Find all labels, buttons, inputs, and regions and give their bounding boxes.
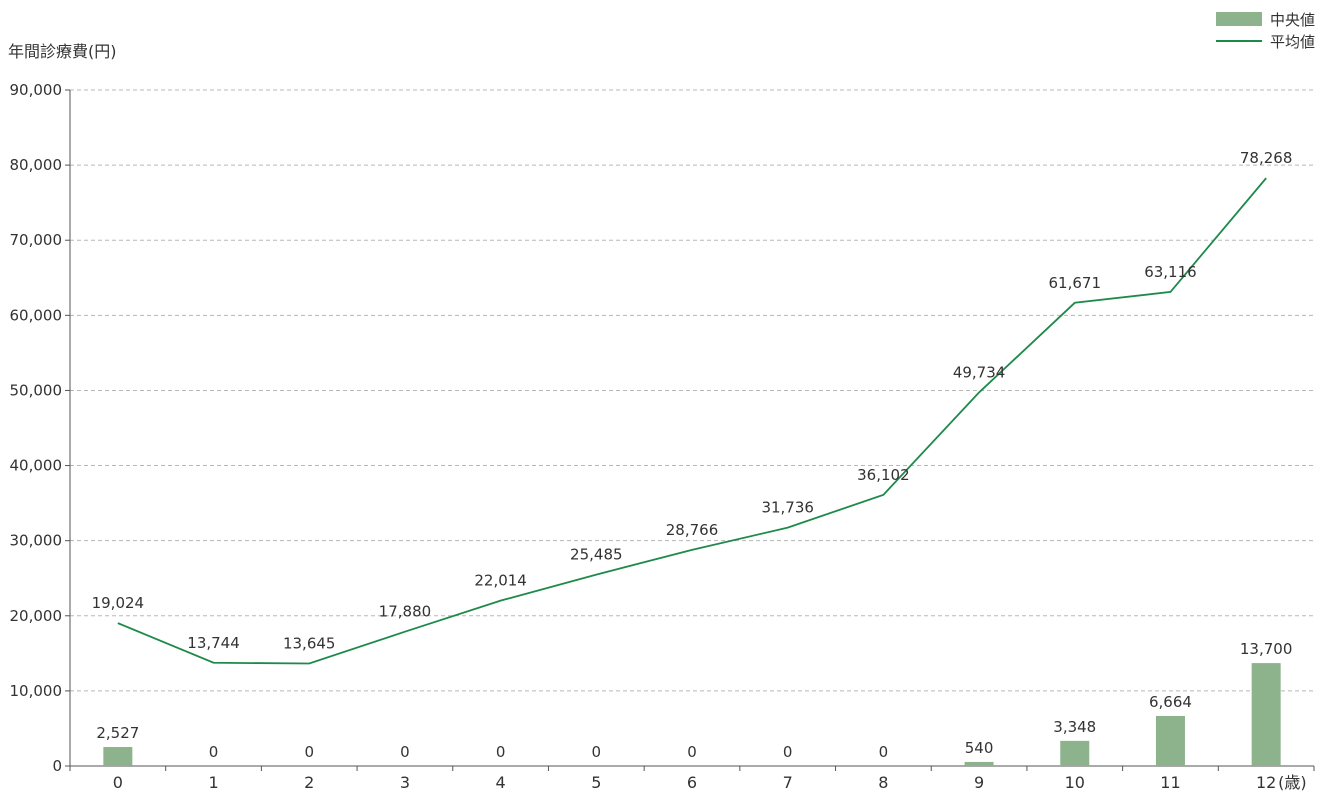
line-data-label: 78,268 [1240, 149, 1293, 167]
bar-data-label: 13,700 [1240, 640, 1293, 658]
bar-data-label: 0 [687, 743, 697, 761]
legend-item-mean: 平均値 [1215, 30, 1315, 52]
y-tick-label: 50,000 [10, 381, 63, 399]
line-data-label: 13,744 [187, 634, 240, 652]
bar-data-label: 6,664 [1149, 693, 1192, 711]
legend: 中央値 平均値 [1215, 8, 1315, 52]
x-tick-label: 9 [974, 773, 984, 792]
bar-median [964, 761, 994, 766]
line-data-label: 25,485 [570, 546, 623, 564]
bar-median [103, 747, 133, 766]
line-data-label: 49,734 [953, 363, 1006, 381]
bar-data-label: 3,348 [1053, 718, 1096, 736]
bar-median [1251, 663, 1281, 766]
bar-data-label: 0 [496, 743, 506, 761]
x-tick-label: 11 [1160, 773, 1180, 792]
y-tick-label: 30,000 [10, 532, 63, 550]
x-tick-label: 7 [783, 773, 793, 792]
x-axis-unit: (歳) [1278, 773, 1307, 792]
x-tick-label: 5 [591, 773, 601, 792]
y-tick-label: 40,000 [10, 457, 63, 475]
x-tick-label: 2 [304, 773, 314, 792]
legend-bar-swatch [1215, 12, 1262, 26]
line-data-label: 22,014 [474, 572, 527, 590]
y-tick-label: 10,000 [10, 682, 63, 700]
line-data-label: 19,024 [92, 594, 145, 612]
y-tick-label: 70,000 [10, 231, 63, 249]
x-tick-label: 8 [878, 773, 888, 792]
y-tick-label: 0 [52, 757, 62, 775]
x-tick-label: 1 [208, 773, 218, 792]
x-tick-label: 4 [496, 773, 506, 792]
y-tick-label: 60,000 [10, 306, 63, 324]
bar-data-label: 2,527 [96, 724, 139, 742]
bar-data-label: 0 [783, 743, 793, 761]
legend-line-swatch [1215, 40, 1262, 42]
bar-median [1155, 715, 1185, 766]
x-tick-label: 12 [1256, 773, 1276, 792]
bar-data-label: 0 [400, 743, 410, 761]
line-data-label: 63,116 [1144, 263, 1197, 281]
x-tick-label: 3 [400, 773, 410, 792]
bar-data-label: 0 [879, 743, 889, 761]
line-data-label: 17,880 [379, 603, 432, 621]
bar-data-label: 0 [304, 743, 314, 761]
y-tick-label: 80,000 [10, 156, 63, 174]
legend-label-mean: 平均値 [1269, 32, 1315, 51]
legend-item-median: 中央値 [1215, 8, 1315, 30]
y-tick-label: 90,000 [10, 81, 63, 99]
bar-data-label: 0 [209, 743, 219, 761]
bar-data-label: 540 [965, 739, 994, 757]
line-data-label: 13,645 [283, 635, 336, 653]
x-tick-label: 6 [687, 773, 697, 792]
bar-median [1060, 740, 1090, 766]
line-data-label: 31,736 [761, 499, 814, 517]
x-tick-label: 10 [1065, 773, 1085, 792]
legend-label-median: 中央値 [1269, 10, 1315, 29]
x-tick-label: 0 [113, 773, 123, 792]
bar-data-label: 0 [592, 743, 602, 761]
line-data-label: 36,102 [857, 466, 910, 484]
line-mean [117, 177, 1267, 665]
y-tick-label: 20,000 [10, 607, 63, 625]
line-data-label: 28,766 [666, 521, 719, 539]
y-axis-title: 年間診療費(円) [8, 42, 117, 61]
line-data-label: 61,671 [1049, 274, 1102, 292]
